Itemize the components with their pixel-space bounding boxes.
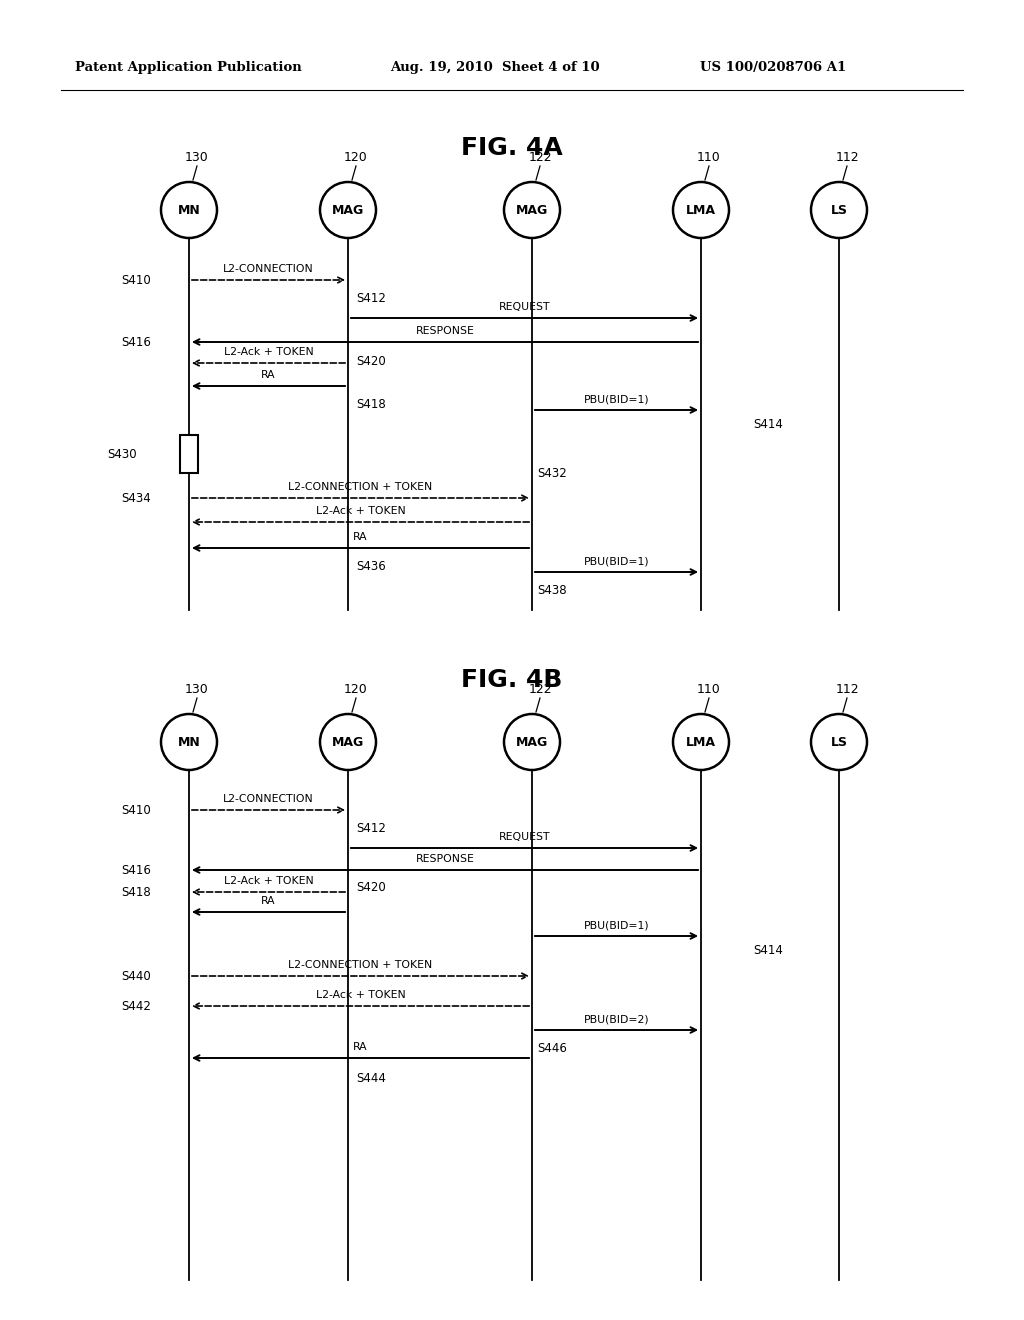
Text: S414: S414	[753, 944, 783, 957]
Circle shape	[811, 182, 867, 238]
Text: L2-CONNECTION + TOKEN: L2-CONNECTION + TOKEN	[289, 482, 432, 492]
Circle shape	[673, 182, 729, 238]
Text: MAG: MAG	[332, 735, 365, 748]
Text: 110: 110	[697, 150, 721, 164]
Text: FIG. 4B: FIG. 4B	[462, 668, 562, 692]
Text: RA: RA	[353, 532, 368, 543]
Text: PBU(BID=2): PBU(BID=2)	[584, 1014, 649, 1024]
Circle shape	[811, 714, 867, 770]
Text: S432: S432	[537, 467, 566, 480]
Text: 110: 110	[697, 682, 721, 696]
Text: LS: LS	[830, 203, 848, 216]
Text: LMA: LMA	[686, 203, 716, 216]
Text: L2-Ack + TOKEN: L2-Ack + TOKEN	[223, 347, 313, 356]
Text: MAG: MAG	[516, 735, 548, 748]
Circle shape	[504, 182, 560, 238]
Text: 112: 112	[836, 150, 859, 164]
Text: L2-CONNECTION + TOKEN: L2-CONNECTION + TOKEN	[289, 960, 432, 970]
Text: S440: S440	[121, 969, 151, 982]
Text: 122: 122	[528, 682, 552, 696]
Text: PBU(BID=1): PBU(BID=1)	[584, 920, 649, 931]
Circle shape	[319, 182, 376, 238]
Text: 122: 122	[528, 150, 552, 164]
Text: LS: LS	[830, 735, 848, 748]
Text: S438: S438	[537, 583, 566, 597]
Text: S412: S412	[356, 292, 386, 305]
Text: PBU(BID=1): PBU(BID=1)	[584, 556, 649, 566]
Text: S420: S420	[356, 355, 386, 368]
Text: FIG. 4A: FIG. 4A	[461, 136, 563, 160]
Text: MN: MN	[177, 203, 201, 216]
Text: 130: 130	[185, 682, 209, 696]
Text: S410: S410	[121, 804, 151, 817]
Circle shape	[319, 714, 376, 770]
Text: S414: S414	[753, 418, 783, 432]
Text: S420: S420	[356, 880, 386, 894]
Text: MAG: MAG	[332, 203, 365, 216]
Text: L2-Ack + TOKEN: L2-Ack + TOKEN	[315, 990, 406, 1001]
Text: Aug. 19, 2010  Sheet 4 of 10: Aug. 19, 2010 Sheet 4 of 10	[390, 62, 600, 74]
Text: LMA: LMA	[686, 735, 716, 748]
Text: S430: S430	[108, 447, 137, 461]
Text: 120: 120	[344, 682, 368, 696]
Text: RESPONSE: RESPONSE	[416, 854, 474, 865]
Text: 130: 130	[185, 150, 209, 164]
Text: REQUEST: REQUEST	[499, 832, 550, 842]
Text: RA: RA	[261, 370, 275, 380]
Circle shape	[161, 182, 217, 238]
Text: MAG: MAG	[516, 203, 548, 216]
Text: PBU(BID=1): PBU(BID=1)	[584, 393, 649, 404]
Text: MN: MN	[177, 735, 201, 748]
Text: S416: S416	[121, 335, 151, 348]
Text: S418: S418	[121, 886, 151, 899]
Text: S434: S434	[121, 491, 151, 504]
Text: RA: RA	[261, 896, 275, 906]
Text: L2-Ack + TOKEN: L2-Ack + TOKEN	[315, 506, 406, 516]
Text: 112: 112	[836, 682, 859, 696]
Bar	[180, 436, 198, 473]
Circle shape	[161, 714, 217, 770]
Text: RESPONSE: RESPONSE	[416, 326, 474, 337]
Text: S442: S442	[121, 999, 151, 1012]
Text: S412: S412	[356, 822, 386, 836]
Text: US 100/0208706 A1: US 100/0208706 A1	[700, 62, 846, 74]
Text: Patent Application Publication: Patent Application Publication	[75, 62, 302, 74]
Text: S410: S410	[121, 273, 151, 286]
Circle shape	[504, 714, 560, 770]
Text: S416: S416	[121, 863, 151, 876]
Text: L2-CONNECTION: L2-CONNECTION	[223, 264, 314, 275]
Text: L2-Ack + TOKEN: L2-Ack + TOKEN	[223, 876, 313, 886]
Text: 120: 120	[344, 150, 368, 164]
Text: REQUEST: REQUEST	[499, 302, 550, 312]
Text: S444: S444	[356, 1072, 386, 1085]
Circle shape	[673, 714, 729, 770]
Text: S446: S446	[537, 1041, 567, 1055]
Text: S436: S436	[356, 560, 386, 573]
Text: S418: S418	[356, 399, 386, 411]
Text: RA: RA	[353, 1041, 368, 1052]
Text: L2-CONNECTION: L2-CONNECTION	[223, 795, 314, 804]
